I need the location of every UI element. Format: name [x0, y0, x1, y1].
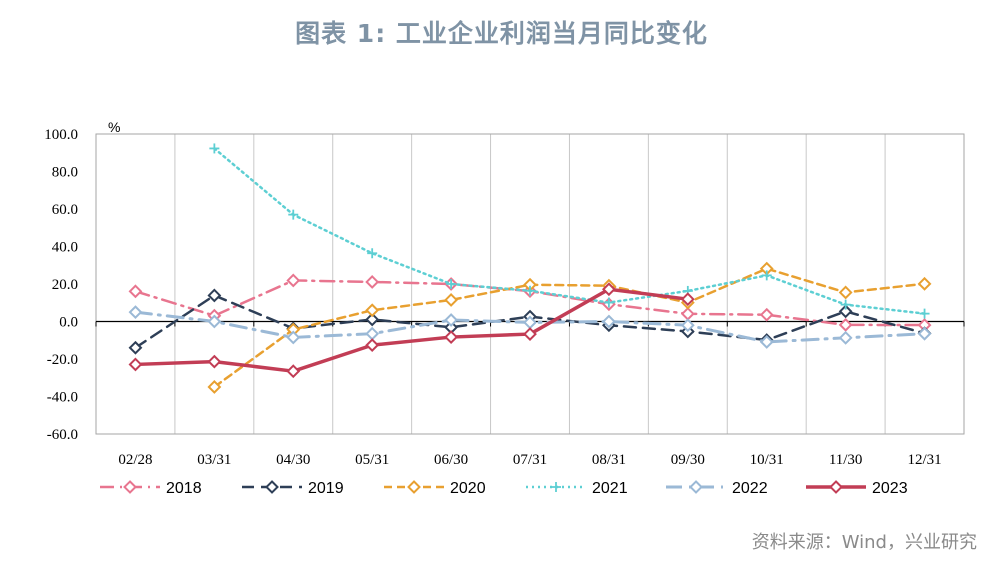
- series-point: [207, 380, 222, 394]
- series-point: [407, 480, 421, 494]
- series-point: [917, 326, 932, 341]
- series-point: [286, 364, 301, 379]
- series-point: [838, 304, 853, 319]
- y-tick-label: 60.0: [52, 202, 78, 218]
- x-tick-label: 07/31: [513, 452, 547, 468]
- series-point: [209, 143, 220, 154]
- series-point: [601, 282, 616, 297]
- series-point: [207, 314, 222, 329]
- series-2023: [128, 282, 695, 379]
- series-point: [761, 270, 772, 281]
- series-line: [213, 147, 926, 315]
- y-tick-label: -20.0: [47, 352, 78, 368]
- plot-area: [95, 133, 965, 435]
- series-point: [829, 480, 843, 494]
- series-point: [919, 308, 930, 319]
- series-lines: [128, 143, 932, 394]
- series-line: [213, 267, 926, 389]
- series-point: [551, 482, 561, 492]
- tick-labels: 100.0 80.0 60.0 40.0 20.0 0.0 -20.0 -40.0 -60.0%…: [44, 119, 941, 468]
- y-tick-label: -60.0: [47, 427, 78, 443]
- y-tick-label: 20.0: [52, 277, 78, 293]
- source-note: 资料来源：Wind，兴业研究: [751, 532, 977, 553]
- x-tick-label: 04/30: [276, 452, 310, 468]
- series-point: [838, 317, 853, 332]
- series-point: [286, 330, 301, 345]
- series-point: [917, 276, 932, 291]
- series-point: [207, 288, 222, 303]
- series-point: [523, 327, 537, 341]
- series-point: [680, 292, 695, 307]
- x-tick-label: 09/30: [671, 452, 705, 468]
- series-point: [265, 480, 279, 494]
- y-tick-label: -40.0: [47, 390, 78, 406]
- series-point: [680, 306, 695, 321]
- series-point: [207, 354, 222, 369]
- series-point: [838, 285, 853, 300]
- legend-label: 2019: [308, 480, 344, 497]
- legend-item-2018: 2018: [100, 480, 202, 497]
- series-point: [365, 312, 380, 327]
- series-line: [133, 287, 690, 373]
- series-point: [525, 285, 535, 296]
- series-2020: [207, 261, 932, 394]
- series-point: [838, 330, 853, 345]
- series-point: [367, 248, 378, 259]
- legend: 2018 2019 2020 2021 2022 2023: [100, 480, 908, 497]
- x-tick-label: 12/31: [907, 452, 941, 468]
- legend-label: 2018: [166, 480, 202, 497]
- series-point: [689, 480, 703, 494]
- series-point: [840, 299, 851, 310]
- series-point: [759, 307, 774, 322]
- x-tick-label: 05/31: [355, 452, 389, 468]
- series-point: [680, 318, 695, 333]
- series-point: [601, 314, 616, 329]
- legend-item-2021: 2021: [526, 480, 628, 497]
- x-tick-label: 03/31: [197, 452, 231, 468]
- y-tick-label: 0.0: [59, 315, 78, 331]
- series-point: [759, 335, 774, 349]
- x-tick-label: 06/30: [434, 452, 468, 468]
- legend-item-2022: 2022: [666, 480, 768, 497]
- series-point: [128, 340, 143, 355]
- y-tick-label: 40.0: [52, 240, 78, 256]
- legend-label: 2020: [450, 480, 486, 497]
- y-tick-label: 100.0: [44, 127, 78, 143]
- series-point: [444, 330, 459, 344]
- series-point: [603, 297, 614, 308]
- legend-item-2019: 2019: [242, 480, 344, 497]
- series-point: [286, 273, 301, 288]
- y-tick-label: 80.0: [52, 165, 78, 181]
- x-tick-label: 08/31: [592, 452, 626, 468]
- series-point: [365, 275, 380, 289]
- y-axis-unit: %: [108, 119, 120, 135]
- legend-label: 2021: [592, 480, 628, 497]
- series-point: [128, 305, 143, 320]
- series-point: [444, 293, 459, 307]
- series-point: [365, 338, 380, 353]
- series-point: [123, 480, 137, 494]
- series-2021: [209, 143, 930, 319]
- x-tick-label: 11/30: [829, 452, 863, 468]
- series-point: [446, 279, 457, 289]
- legend-label: 2023: [872, 480, 908, 497]
- series-point: [365, 326, 380, 341]
- series-point: [288, 209, 299, 220]
- legend-label: 2022: [732, 480, 768, 497]
- x-tick-label: 02/28: [118, 452, 152, 468]
- legend-item-2023: 2023: [806, 480, 908, 497]
- series-point: [365, 303, 380, 318]
- x-tick-label: 10/31: [750, 452, 784, 468]
- series-point: [444, 313, 459, 327]
- legend-item-2020: 2020: [384, 480, 486, 497]
- series-point: [128, 284, 143, 299]
- series-2022: [128, 305, 932, 349]
- chart-title: 图表 1: 工业企业利润当月同比变化: [295, 19, 708, 48]
- series-point: [128, 357, 143, 372]
